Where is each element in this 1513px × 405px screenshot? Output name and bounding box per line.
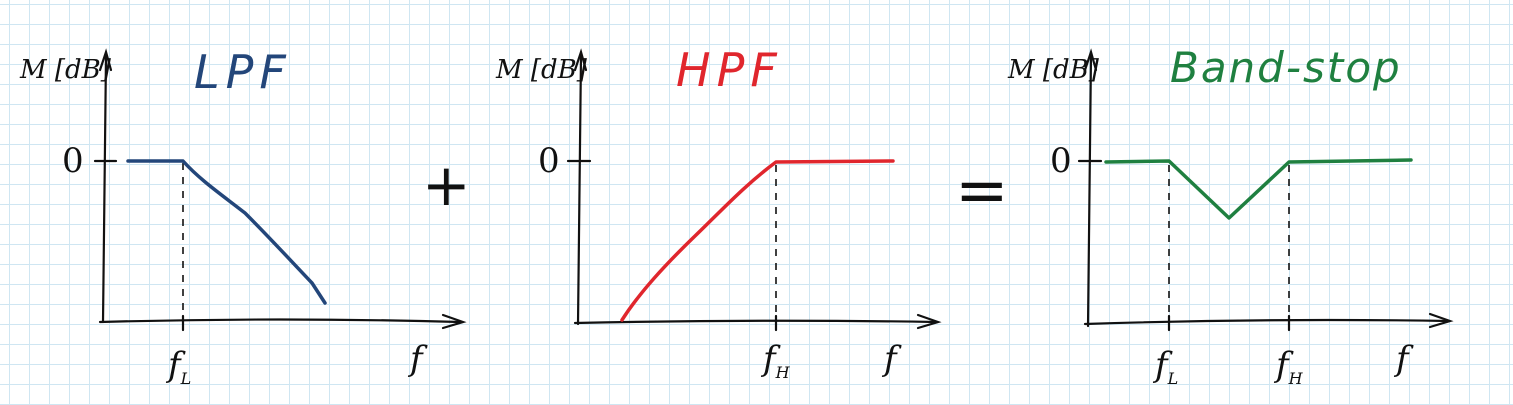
hpf-x-axis xyxy=(573,319,937,325)
hpf-zero-label: 0 xyxy=(538,141,560,181)
lpf-y-axis xyxy=(101,54,108,324)
hpf-x-axis-label: f xyxy=(881,339,902,379)
lpf-response-curve xyxy=(126,159,327,305)
hpf-y-arrow xyxy=(573,48,588,72)
band-stop-x-axis xyxy=(1083,318,1450,326)
lpf-y-arrow xyxy=(98,48,113,72)
band-stop-y-axis xyxy=(1086,54,1093,328)
hpf-panel: HPF M [dB] 0 f fH xyxy=(495,43,942,382)
hpf-y-axis-label: M [dB] xyxy=(495,55,588,85)
band-stop-zero-label: 0 xyxy=(1050,141,1072,181)
lpf-cutoff-subscript: L xyxy=(180,369,192,388)
hpf-y-axis xyxy=(576,54,583,326)
hpf-cutoff-subscript: H xyxy=(775,363,791,382)
band-stop-x-arrow xyxy=(1428,312,1454,329)
lpf-x-arrow xyxy=(441,313,467,330)
lpf-zero-label: 0 xyxy=(62,141,84,181)
hpf-cutoff-label: fH xyxy=(760,339,791,382)
lpf-title: LPF xyxy=(194,45,292,99)
band-stop-response-curve xyxy=(1104,158,1413,220)
band-stop-y-axis-label: M [dB] xyxy=(1007,55,1100,85)
band-stop-low-cutoff-label: fL xyxy=(1152,345,1178,388)
band-stop-high-cutoff-subscript: H xyxy=(1288,369,1304,388)
hpf-title: HPF xyxy=(676,43,783,97)
lpf-x-axis xyxy=(98,318,462,324)
band-stop-title: Band-stop xyxy=(1170,43,1402,92)
plus-operator: + xyxy=(422,151,471,219)
band-stop-low-cutoff-subscript: L xyxy=(1167,369,1179,388)
band-stop-y-arrow xyxy=(1083,48,1098,72)
lpf-cutoff-label: fL xyxy=(165,345,191,388)
lpf-x-axis-label: f xyxy=(407,339,428,379)
lpf-panel: LPF M [dB] 0 f fL xyxy=(19,45,467,388)
band-stop-x-axis-label: f xyxy=(1393,339,1414,379)
lpf-y-axis-label: M [dB] xyxy=(19,55,112,85)
band-stop-high-cutoff-label: fH xyxy=(1273,345,1304,388)
hpf-x-arrow xyxy=(916,313,942,330)
band-stop-panel: Band-stop M [dB] 0 f fL fH xyxy=(1007,43,1454,388)
equals-operator: = xyxy=(955,154,1009,228)
hpf-response-curve xyxy=(620,159,895,322)
